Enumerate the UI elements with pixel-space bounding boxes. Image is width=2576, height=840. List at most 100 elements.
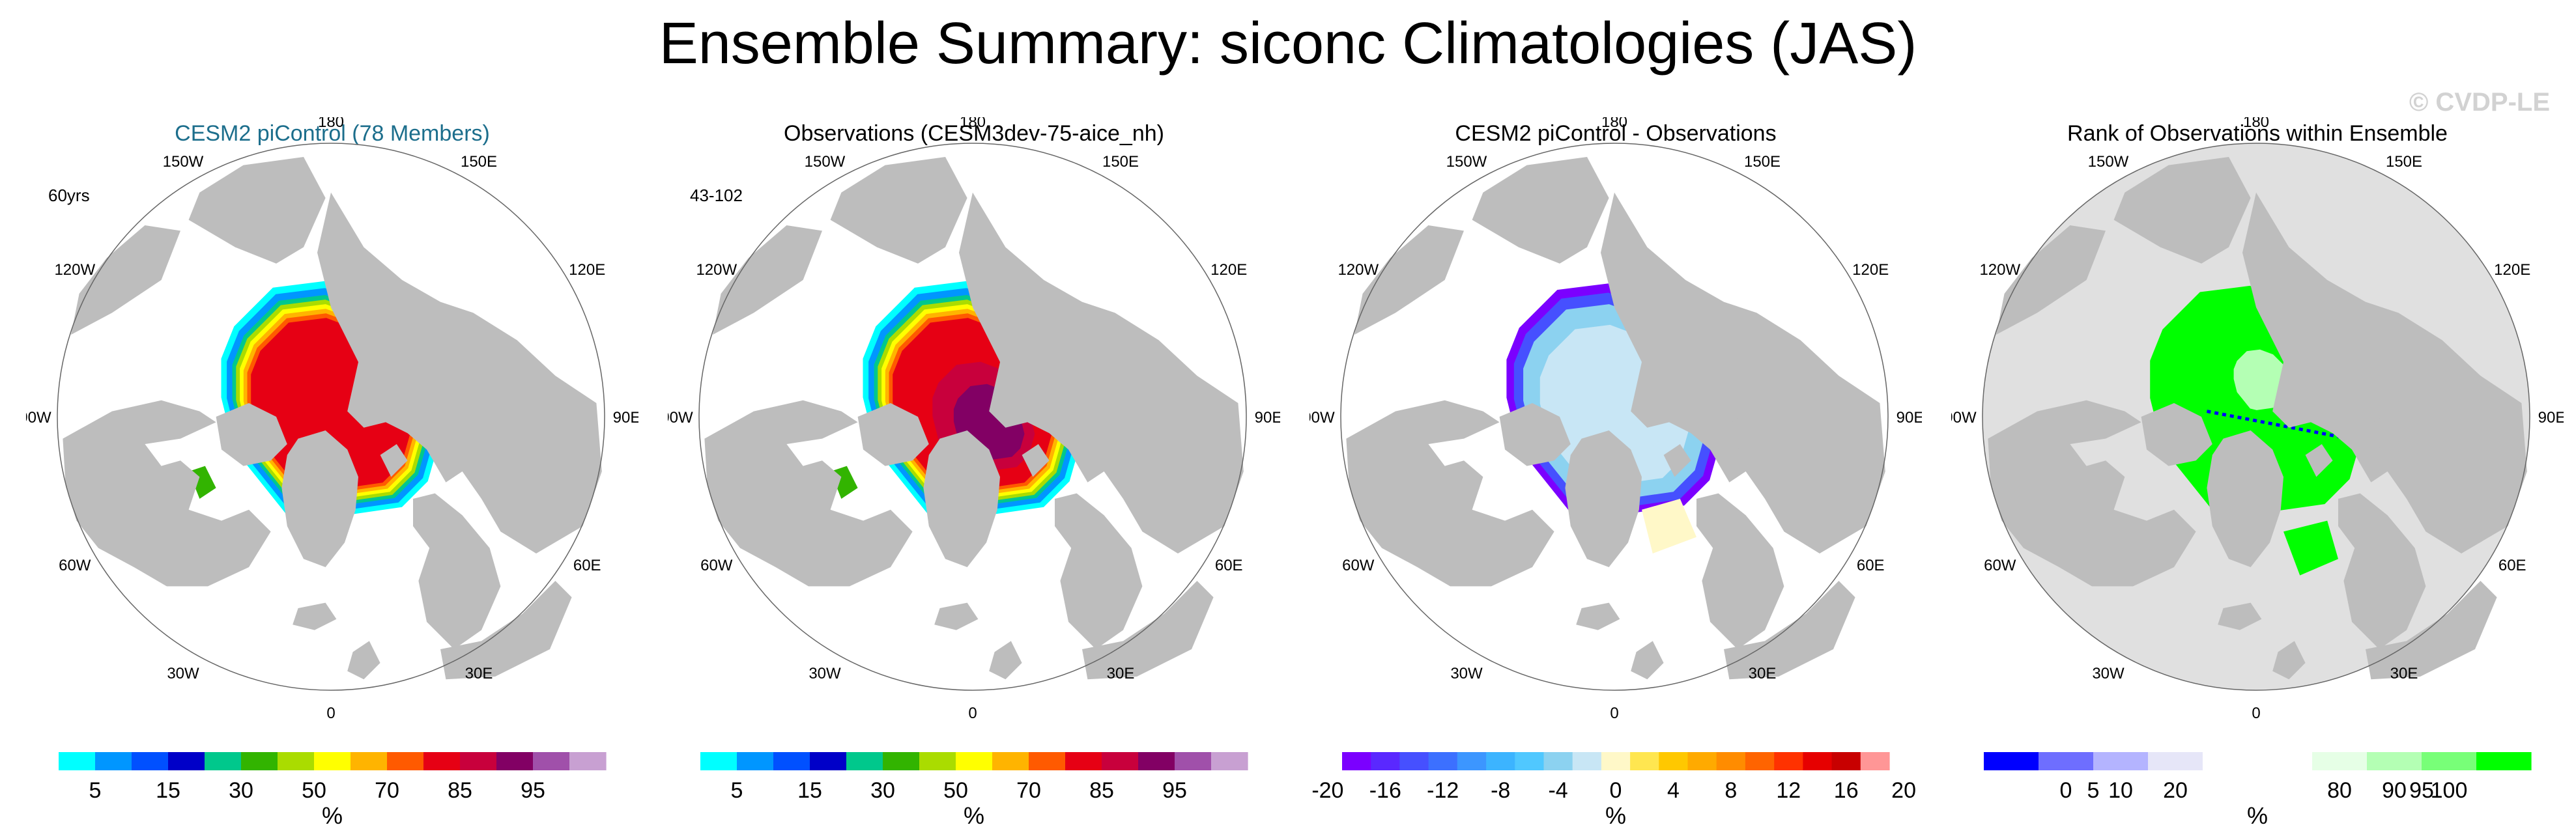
lon-label: 90W	[1951, 409, 1977, 427]
lon-label: 120E	[1852, 261, 1889, 279]
land-iceland	[293, 602, 337, 630]
lon-label: 0	[326, 705, 335, 722]
colorbar-swatch	[1630, 752, 1659, 770]
colorbar-swatch	[314, 752, 351, 770]
colorbar-swatch	[1601, 752, 1631, 770]
colorbar-swatch	[569, 752, 607, 770]
years-label: 60yrs	[48, 186, 90, 205]
colorbar-unit-label: %	[2247, 802, 2268, 829]
colorbar-swatch	[1860, 752, 1890, 770]
land-iceland	[2218, 602, 2262, 630]
figure-title: Ensemble Summary: siconc Climatologies (…	[659, 11, 1917, 76]
colorbar-swatch	[241, 752, 278, 770]
lon-label: 60W	[1342, 557, 1375, 574]
lon-label: 150E	[1102, 153, 1139, 171]
land-siberia_w	[830, 157, 967, 264]
colorbar-tick-label: 30	[870, 778, 895, 803]
land-canada	[63, 400, 271, 587]
lon-label: 60E	[1215, 557, 1243, 574]
land-scandinavia	[1696, 493, 1784, 649]
colorbar-tick-label: 12	[1776, 778, 1801, 803]
land-canada	[704, 400, 913, 587]
colorbar-swatch	[423, 752, 461, 770]
colorbar-tick-label: 85	[1089, 778, 1114, 803]
lon-label: 60W	[700, 557, 733, 574]
colorbar-swatch	[2093, 752, 2149, 770]
lon-label: 30W	[167, 665, 199, 682]
lon-label: 30E	[1749, 665, 1777, 682]
colorbar-swatch	[2476, 752, 2532, 770]
land-svalbard	[380, 444, 408, 477]
panel-title: Observations (CESM3dev-75-aice_nh)	[784, 121, 1164, 146]
colorbar-swatch	[1102, 752, 1139, 770]
colorbar-swatch	[737, 752, 774, 770]
lon-label: 150E	[461, 153, 497, 171]
colorbar-swatch	[956, 752, 993, 770]
colorbar-tick-label: 70	[375, 778, 399, 803]
lon-label: 90W	[1309, 409, 1335, 427]
panel-title: CESM2 piControl - Observations	[1455, 121, 1777, 146]
colorbar: 5 15 30 50 70 85 95%	[700, 752, 1248, 829]
colorbar-tick-label: 15	[797, 778, 822, 803]
lon-label: 0	[968, 705, 977, 722]
watermark: © CVDP-LE	[2409, 88, 2550, 117]
colorbar-swatch	[1371, 752, 1400, 770]
panel-difference: CESM2 piControl - Observations 180 150E 12…	[1309, 117, 1922, 833]
colorbar-swatch	[2039, 752, 2094, 770]
land-siberia_w	[188, 157, 326, 264]
longitude-labels: 180 150E 120E 90E 60E 30E 0 30W 60W 90W 120W 150W	[1951, 117, 2564, 722]
colorbar-swatch	[700, 752, 737, 770]
lon-label: 30W	[2092, 665, 2125, 682]
land-uk	[989, 641, 1022, 680]
colorbar-tick-label: -8	[1491, 778, 1510, 803]
longitude-labels: 180 150E 120E 90E 60E 30E 0 30W 60W 90W 120W 150W	[26, 117, 638, 722]
colorbar-tick-label: 30	[229, 778, 253, 803]
map-boundary	[1982, 143, 2530, 691]
land-greenland	[2207, 430, 2283, 567]
land-alaska	[71, 225, 180, 335]
colorbar-tick-label: 16	[1834, 778, 1859, 803]
lon-label: 30E	[2390, 665, 2418, 682]
colorbar-swatch	[1543, 752, 1573, 770]
colorbar-swatch	[2148, 752, 2203, 770]
positive-diff-patch	[1642, 499, 1696, 553]
colorbar-swatch	[1486, 752, 1515, 770]
land-iceland	[934, 602, 979, 630]
colorbar-tick-label: 50	[302, 778, 326, 803]
colorbar-tick-label: 50	[943, 778, 968, 803]
colorbar-swatch	[95, 752, 132, 770]
land-scandinavia	[1055, 493, 1143, 649]
colorbar-tick-label: 95	[1162, 778, 1187, 803]
lon-label: 30W	[809, 665, 841, 682]
panel-rank: Rank of Observations within Ensemble 180…	[1951, 117, 2564, 833]
rank-line-feature	[2206, 410, 2350, 441]
lon-label: 30W	[1450, 665, 1483, 682]
colorbar-tick-label: 70	[1016, 778, 1041, 803]
map-boundary	[698, 143, 1247, 691]
colorbar-tick-label: 5	[2087, 778, 2100, 803]
land-siberia_w	[2113, 157, 2251, 264]
colorbar-tick-label: -4	[1548, 778, 1567, 803]
colorbar-swatch	[460, 752, 497, 770]
colorbar-swatch	[1175, 752, 1212, 770]
map-boundary	[57, 143, 605, 691]
longitude-labels: 180 150E 120E 90E 60E 30E 0 30W 60W 90W 120W 150W	[668, 117, 1280, 722]
longitude-labels: 180 150E 120E 90E 60E 30E 0 30W 60W 90W 120W 150W	[1309, 117, 1922, 722]
land-alaska	[713, 225, 822, 335]
lon-label: 180	[2243, 117, 2269, 131]
colorbar-tick-label: 95	[521, 778, 545, 803]
colorbar-tick-label: -12	[1427, 778, 1459, 803]
land-archipelago	[216, 403, 287, 466]
land-siberia_e	[1601, 192, 1885, 554]
lon-label: 60W	[59, 557, 91, 574]
lon-label: 90W	[668, 409, 693, 427]
land-uk	[1631, 641, 1664, 680]
panel-title: Rank of Observations within Ensemble	[2067, 121, 2448, 146]
colorbar-swatch	[205, 752, 242, 770]
colorbar: 5 15 30 50 70 85 95%	[59, 752, 607, 829]
colorbar-tick-label: 5	[731, 778, 743, 803]
colorbar-swatch	[810, 752, 847, 770]
colorbar-swatch	[1831, 752, 1861, 770]
land-archipelago	[2141, 403, 2212, 466]
colorbar-tick-label: 0	[1610, 778, 1622, 803]
